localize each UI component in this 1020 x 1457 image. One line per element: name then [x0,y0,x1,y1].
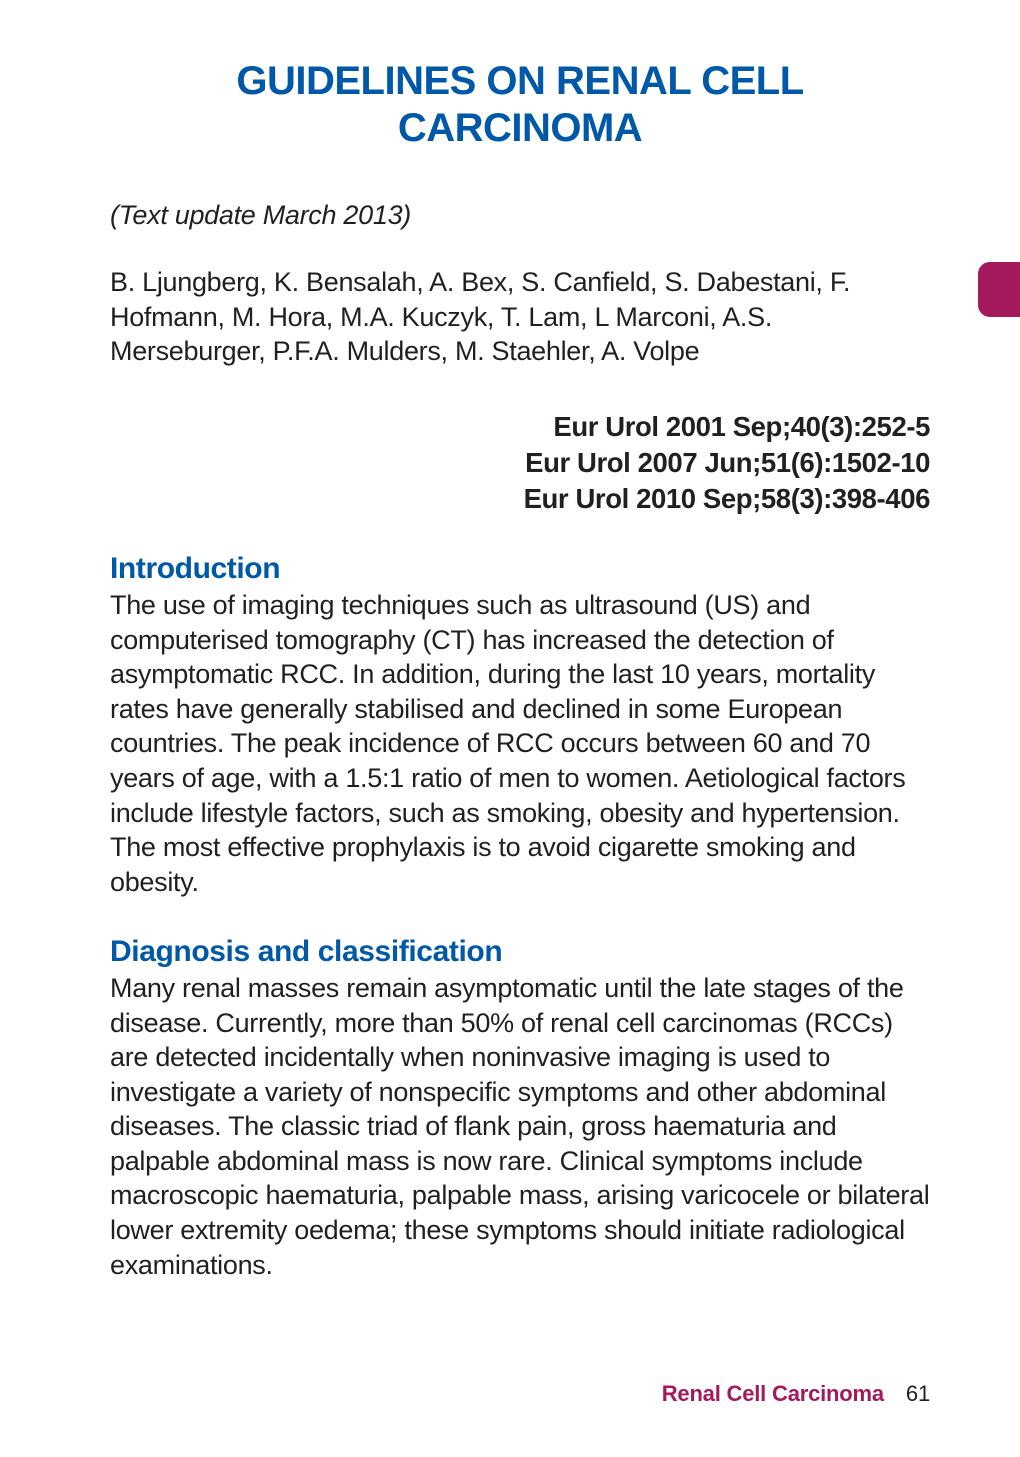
section-heading-introduction: Introduction [110,552,930,586]
page-content: GUIDELINES ON RENAL CELL CARCINOMA (Text… [0,0,1020,1457]
footer-section-label: Renal Cell Carcinoma [662,1381,884,1406]
citation-line: Eur Urol 2001 Sep;40(3):252-5 [110,409,930,445]
author-list: B. Ljungberg, K. Bensalah, A. Bex, S. Ca… [110,265,930,369]
page-footer: Renal Cell Carcinoma 61 [662,1381,930,1407]
citation-block: Eur Urol 2001 Sep;40(3):252-5 Eur Urol 2… [110,409,930,516]
section-body-introduction: The use of imaging techniques such as ul… [110,588,930,899]
document-title: GUIDELINES ON RENAL CELL CARCINOMA [110,58,930,152]
section-body-diagnosis: Many renal masses remain asymptomatic un… [110,971,930,1282]
citation-line: Eur Urol 2007 Jun;51(6):1502-10 [110,445,930,481]
update-note: (Text update March 2013) [110,200,930,231]
footer-page-number: 61 [906,1381,930,1406]
citation-line: Eur Urol 2010 Sep;58(3):398-406 [110,481,930,517]
section-heading-diagnosis: Diagnosis and classification [110,935,930,969]
